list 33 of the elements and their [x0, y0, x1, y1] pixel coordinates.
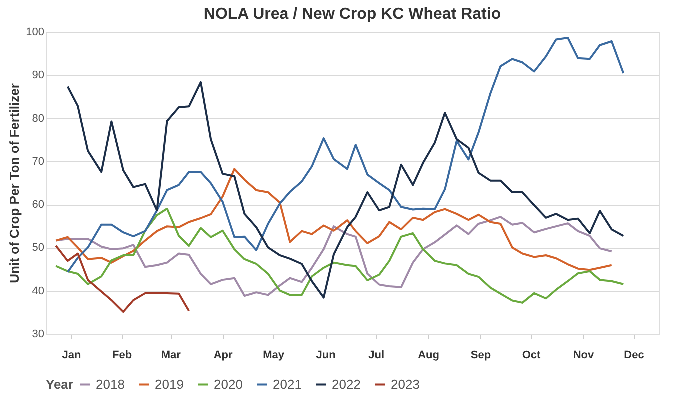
line-series: [55, 208, 625, 304]
y-tick-label: 30: [32, 328, 44, 340]
y-tick-label: 90: [32, 70, 44, 82]
x-tick-label: Apr: [214, 350, 234, 362]
x-tick-label: Sep: [470, 350, 492, 362]
x-tick-label: Jun: [316, 350, 336, 362]
x-tick-label: Jul: [368, 350, 385, 362]
line-series: [55, 216, 613, 298]
y-tick-label: 80: [32, 112, 44, 125]
legend-title: Year: [46, 377, 74, 392]
x-tick-label: Feb: [112, 350, 132, 362]
line-series: [55, 168, 613, 272]
legend-label: 2021: [273, 376, 302, 392]
x-tick-label: Mar: [161, 350, 182, 362]
chart-title: NOLA Urea / New Crop KC Wheat Ratio: [204, 6, 502, 23]
x-tick-label: Oct: [522, 350, 542, 362]
x-tick-label: Nov: [573, 350, 595, 362]
y-tick-label: 100: [26, 26, 44, 38]
line-series: [55, 244, 190, 313]
legend-label: 2023: [391, 376, 420, 392]
y-tick-label: 40: [32, 285, 44, 298]
legend-label: 2020: [214, 376, 243, 392]
y-tick-label: 70: [32, 156, 44, 168]
legend-label: 2019: [155, 376, 184, 392]
legend-label: 2022: [332, 376, 361, 392]
x-tick-label: Dec: [624, 350, 644, 362]
x-tick-label: May: [263, 350, 286, 362]
x-tick-label: Jan: [62, 350, 82, 362]
y-tick-label: 50: [32, 242, 44, 254]
x-tick-label: Aug: [418, 350, 440, 362]
y-axis-title: Unit of Crop Per Ton of Fertilizer: [7, 84, 22, 284]
legend-label: 2018: [96, 376, 125, 392]
y-tick-label: 60: [32, 199, 44, 212]
